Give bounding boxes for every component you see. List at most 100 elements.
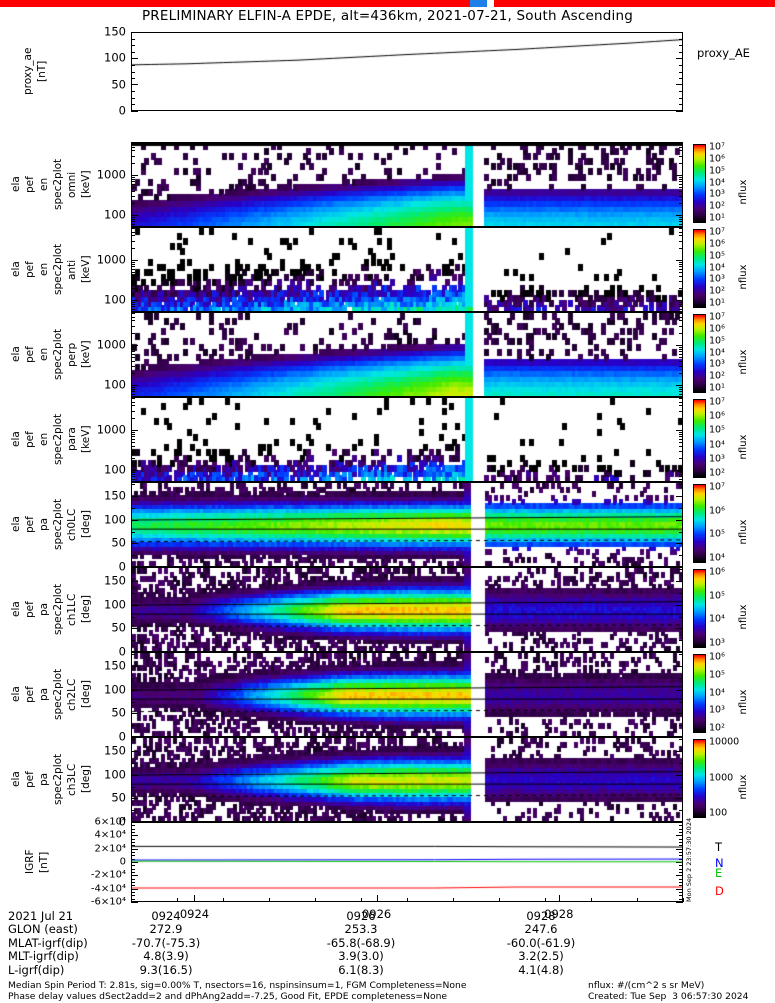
panel-0-ylabel-line: ela bbox=[10, 176, 22, 193]
panel-minor-ytick bbox=[679, 325, 683, 327]
panel-minor-ytick bbox=[131, 178, 135, 180]
panel-minor-ytick bbox=[131, 445, 135, 447]
x-minor-tick bbox=[683, 898, 684, 902]
panel-minor-ytick bbox=[131, 235, 135, 237]
panel-5-ytick-label: 100 bbox=[104, 597, 126, 612]
panel-minor-ytick bbox=[679, 473, 683, 475]
colorbar-gradient-7 bbox=[694, 740, 705, 817]
panel-minor-ytick bbox=[131, 275, 135, 277]
colorbar-gradient-6 bbox=[694, 655, 705, 732]
colorbar-7-tick-label: 10000 bbox=[709, 736, 740, 748]
colorbar-2-tick-label: 10⁴ bbox=[709, 347, 725, 358]
panel-minor-ytick bbox=[679, 739, 683, 741]
panel-ytick bbox=[676, 299, 683, 301]
panel-ytick bbox=[676, 259, 683, 261]
colorbar-0-tick-label: 10² bbox=[709, 200, 725, 212]
spectrogram-image-1 bbox=[132, 228, 682, 311]
footer-cell: 0924 bbox=[151, 909, 181, 923]
panel-3-ytick-label: 1000 bbox=[96, 422, 126, 437]
x-minor-tick bbox=[453, 898, 454, 902]
panel-minor-ytick bbox=[679, 798, 683, 800]
footer-row-label-3: MLT-igrf(dip) bbox=[8, 949, 79, 964]
spectrogram-image-0 bbox=[132, 143, 682, 226]
panel-minor-ytick bbox=[679, 332, 683, 334]
proxy-ae-right-label: proxy_AE bbox=[697, 46, 750, 60]
panel-minor-ytick bbox=[131, 306, 135, 308]
panel-minor-ytick bbox=[679, 303, 683, 305]
panel-minor-ytick bbox=[131, 303, 135, 305]
panel-2-ylabel-line: pef bbox=[24, 346, 36, 363]
panel-minor-ytick bbox=[679, 581, 683, 583]
panel-minor-ytick bbox=[679, 221, 683, 223]
panel-4-ylabel-line: pa bbox=[38, 517, 50, 532]
colorbar-3-tick-label: 10² bbox=[709, 467, 725, 479]
panel-minor-ytick bbox=[131, 221, 135, 223]
panel-0-ytick-label: 1000 bbox=[96, 167, 126, 182]
x-tick-label: 0926 bbox=[361, 907, 392, 921]
panel-ytick bbox=[676, 429, 683, 431]
panel-7-ylabel-line: spec2plot bbox=[52, 753, 64, 806]
proxy-ae-ytick bbox=[676, 31, 683, 33]
colorbar-5-tick-label: 10⁴ bbox=[709, 613, 725, 625]
panel-minor-ytick bbox=[679, 543, 683, 545]
x-tick-label: 0928 bbox=[544, 907, 574, 921]
x-major-tick bbox=[558, 895, 560, 902]
panel-minor-ytick bbox=[679, 308, 683, 310]
panel-minor-ytick bbox=[131, 386, 135, 388]
panel-5-ylabel-line: spec2plot bbox=[52, 583, 64, 636]
igrf-ytick-label: -6×10⁴ bbox=[90, 896, 126, 908]
colorbar-5 bbox=[693, 569, 706, 648]
footer-cell: 0928 bbox=[526, 909, 556, 923]
panel-minor-ytick bbox=[131, 346, 135, 348]
colorbar-2-tick-label: 10¹ bbox=[709, 382, 725, 394]
footer-cell: 247.6 bbox=[524, 922, 558, 937]
proxy-ae-ytick-label: 150 bbox=[104, 24, 126, 39]
panel-minor-ytick bbox=[679, 471, 683, 473]
panel-minor-ytick bbox=[679, 240, 683, 242]
panel-minor-ytick bbox=[679, 223, 683, 225]
igrf-legend-E: E bbox=[715, 866, 723, 880]
panel-minor-ytick bbox=[131, 162, 135, 164]
panel-6-ytick-label: 50 bbox=[111, 705, 126, 720]
panel-minor-ytick bbox=[679, 346, 683, 348]
x-minor-tick bbox=[499, 898, 500, 902]
panel-minor-ytick bbox=[679, 268, 683, 270]
panel-2-ytick-label: 1000 bbox=[96, 337, 126, 352]
panel-6-ytick-label: 100 bbox=[104, 682, 126, 697]
panel-ytick bbox=[131, 469, 138, 471]
panel-6-ylabel-line: spec2plot bbox=[52, 668, 64, 721]
panel-0-ylabel-line: en bbox=[38, 177, 50, 192]
panel-minor-ytick bbox=[131, 268, 135, 270]
footer-cell: 6.1(8.3) bbox=[338, 962, 384, 977]
panel-minor-ytick bbox=[679, 386, 683, 388]
colorbar-4-tick-label: 10⁶ bbox=[709, 505, 725, 517]
panel-minor-ytick bbox=[679, 484, 683, 486]
panel-minor-ytick bbox=[131, 581, 135, 583]
footer-row-label-2: MLAT-igrf(dip) bbox=[8, 935, 88, 950]
spectrogram-image-6 bbox=[132, 653, 682, 736]
panel-minor-ytick bbox=[679, 176, 683, 178]
colorbar-1-tick-label: 10⁶ bbox=[709, 238, 725, 250]
igrf-ytick bbox=[131, 902, 138, 903]
colorbar-1-tick-label: 10⁷ bbox=[709, 226, 725, 238]
colorbar-4-label: nflux bbox=[738, 519, 749, 545]
panel-minor-ytick bbox=[679, 275, 683, 277]
spectrogram-image-4 bbox=[132, 483, 682, 566]
panel-minor-ytick bbox=[131, 350, 135, 352]
footer-cell: -70.7(-75.3) bbox=[131, 935, 201, 950]
panel-minor-ytick bbox=[679, 228, 683, 230]
colorbar-2-tick-label: 10⁵ bbox=[709, 335, 725, 347]
footer-note-1: Median Spin Period T: 2.81s, sig=0.00% T… bbox=[8, 980, 467, 991]
panel-3-ylabel-line: para bbox=[66, 427, 78, 452]
panel-3-ylabel-line: [keV] bbox=[80, 425, 92, 454]
panel-3-ylabel-line: en bbox=[38, 432, 50, 447]
colorbar-gradient-1 bbox=[694, 230, 705, 307]
panel-minor-ytick bbox=[131, 186, 135, 188]
proxy-ae-trace bbox=[132, 33, 682, 110]
panel-minor-ytick bbox=[679, 178, 683, 180]
panel-7-ytick-label: 50 bbox=[111, 790, 126, 805]
panel-3-ylabel-line: ela bbox=[10, 431, 22, 448]
panel-3-ylabel-line: spec2plot bbox=[52, 413, 64, 466]
panel-3-ytick-label: 100 bbox=[104, 462, 126, 477]
